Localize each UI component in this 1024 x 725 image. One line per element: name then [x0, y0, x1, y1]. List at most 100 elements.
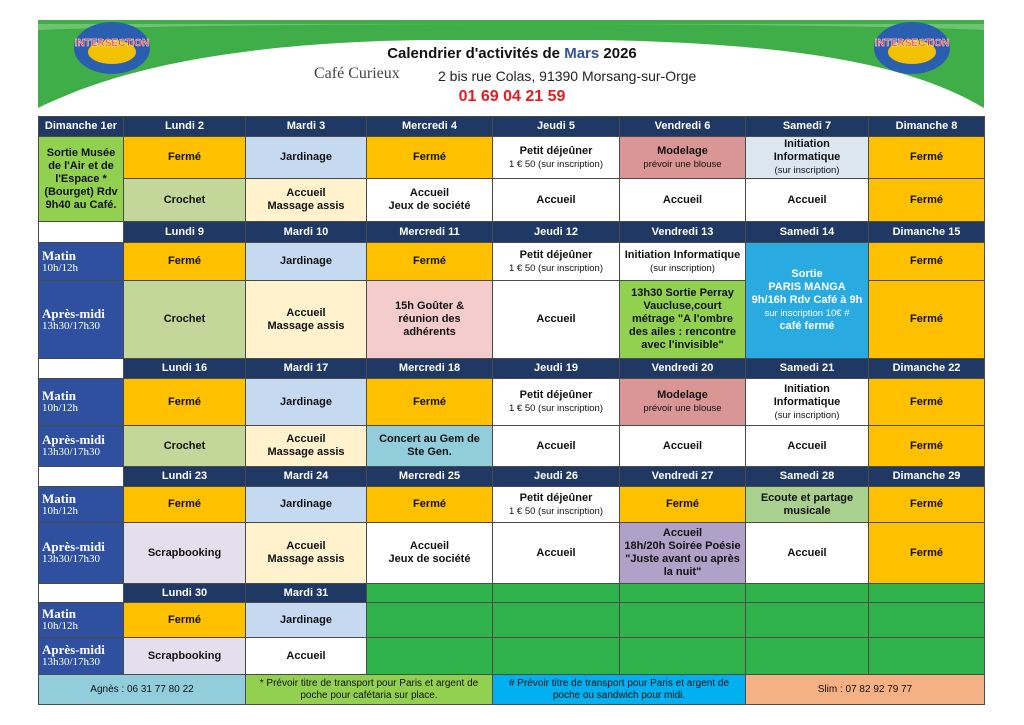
day-header: Mercredi 18	[366, 358, 493, 379]
slot-name: Matin	[42, 388, 76, 403]
phone: 01 69 04 21 59	[458, 88, 566, 105]
day-header: Samedi 7	[745, 116, 869, 137]
activity-cell: Accueil Massage assis	[245, 178, 367, 222]
activity-cell: 15h Goûter & réunion des adhérents	[366, 280, 493, 359]
activity-cell: Initiation Informatique (sur inscription)	[745, 378, 869, 426]
cell-line: (Bourget) Rdv 9h40 au Café.	[44, 185, 118, 211]
cell-line: 1 € 50 (sur inscription)	[509, 403, 603, 414]
cell-line: adhérents	[403, 326, 456, 338]
day-label: Lundi 16	[161, 362, 208, 374]
day-label: Jeudi 12	[533, 225, 579, 238]
activity-cell: Initiation Informatique (sur inscription)	[619, 242, 746, 281]
activity-cell: Fermé	[123, 242, 246, 281]
empty-cell	[868, 583, 985, 603]
day-label: Vendredi 13	[651, 225, 714, 238]
day-label: Mardi 3	[286, 120, 326, 132]
activity-cell: Jardinage	[245, 136, 367, 179]
cell-line: Accueil	[536, 439, 576, 452]
venue: Café Curieux	[314, 65, 400, 82]
activity-cell: Accueil	[745, 425, 869, 467]
cell-line: Massage assis	[267, 200, 345, 212]
day-header: Lundi 16	[123, 358, 246, 379]
slot-label: Matin 10h/12h	[38, 602, 124, 638]
activity-cell: Accueil	[492, 522, 620, 584]
footer-text: * Prévoir titre de transport pour Paris …	[259, 677, 479, 701]
cell-line: Initiation Informatique	[624, 248, 741, 261]
day-label: Dimanche 8	[895, 120, 958, 132]
activity-cell: Petit déjeûner 1 € 50 (sur inscription)	[492, 136, 620, 179]
activity-cell: Initiation Informatique (sur inscription)	[745, 136, 869, 179]
cell-line: Initiation	[784, 382, 830, 395]
day-label: Samedi 7	[782, 120, 832, 132]
cell-line: Crochet	[163, 193, 206, 206]
cell-line: Accueil	[536, 313, 576, 325]
slot-label: Après-midi 13h30/17h30	[38, 280, 124, 359]
activity-cell: Fermé	[868, 522, 985, 584]
slot-label: Matin 10h/12h	[38, 486, 124, 523]
activity-cell: Accueil 18h/20h Soirée Poésie "Juste avant…	[619, 522, 746, 584]
day-header: Lundi 9	[123, 221, 246, 243]
cell-line: Jardinage	[280, 395, 332, 408]
cell-line: réunion des	[398, 313, 461, 325]
slot-hours: 13h30/17h30	[42, 319, 101, 332]
day-header: Vendredi 20	[619, 358, 746, 379]
activity-cell: Jardinage	[245, 486, 367, 523]
cell-line: Accueil	[286, 306, 326, 319]
cell-line: PARIS MANGA	[768, 281, 846, 293]
cell-line: Accueil	[286, 649, 326, 662]
cell-line: Fermé	[412, 255, 447, 267]
day-header: Dimanche 15	[868, 221, 985, 243]
cell-line: (sur inscription)	[774, 165, 840, 176]
activity-cell: Fermé	[868, 280, 985, 359]
day-header: Lundi 23	[123, 466, 246, 487]
activity-cell: Accueil Massage assis	[245, 280, 367, 359]
cell-line: Accueil	[286, 433, 326, 445]
cell-line: Accueil	[409, 187, 450, 199]
cell-line: Accueil	[662, 193, 703, 206]
day-label: Dimanche 29	[892, 470, 961, 482]
cell-line: Fermé	[412, 498, 447, 510]
title: Calendrier d'activités de Mars 2026	[0, 45, 1024, 62]
day-label: Mercredi 18	[398, 362, 461, 374]
slot-label: Après-midi 13h30/17h30	[38, 425, 124, 467]
activity-cell: Accueil	[492, 280, 620, 359]
cell-line: métrage "A l'ombre	[632, 313, 733, 325]
cell-line: 15h Goûter &	[394, 300, 465, 312]
empty-cell	[745, 602, 869, 638]
day-header: Mardi 3	[245, 116, 367, 137]
activity-cell: Accueil Massage assis	[245, 425, 367, 467]
activity-cell: Sortie PARIS MANGA 9h/16h Rdv Café à 9h sur…	[745, 242, 869, 359]
day-label: Lundi 9	[164, 225, 205, 238]
activity-cell: Fermé	[123, 602, 246, 638]
blank-cell	[38, 221, 124, 243]
slot-name: Après-midi	[42, 539, 105, 554]
empty-cell	[492, 602, 620, 638]
cell-line: Fermé	[909, 193, 944, 206]
activity-cell: Fermé	[868, 486, 985, 523]
slot-name: Après-midi	[42, 432, 105, 447]
cell-line: 1 € 50 (sur inscription)	[509, 262, 603, 274]
footer-note: Agnès : 06 31 77 80 22	[38, 674, 246, 705]
logo-left: INTERSECTION	[74, 22, 150, 74]
cell-line: Massage assis	[267, 446, 345, 458]
day-label: Mardi 31	[283, 586, 329, 599]
cell-line: Informatique	[773, 151, 841, 163]
empty-cell	[745, 583, 869, 603]
cell-line: Fermé	[167, 498, 202, 510]
day-header: Samedi 21	[745, 358, 869, 379]
slot-name: Matin	[42, 247, 76, 263]
title-year: 2026	[603, 45, 637, 62]
activity-cell: Fermé	[123, 378, 246, 426]
cell-line: Modelage	[657, 389, 708, 401]
cell-line: 18h/20h Soirée Poésie	[624, 540, 741, 552]
activity-cell: Accueil	[245, 637, 367, 675]
cell-line: Jardinage	[280, 613, 332, 626]
empty-cell	[619, 583, 746, 603]
slot-hours: 13h30/17h30	[42, 553, 101, 565]
cell-line: sur inscription 10€ #	[764, 308, 850, 319]
cell-line: Petit déjeûner	[519, 144, 593, 157]
cell-line: la nuit"	[663, 566, 702, 578]
day-header: Mardi 31	[245, 583, 367, 603]
activity-cell: Modelage prévoir une blouse	[619, 378, 746, 426]
activity-cell: Petit déjeûner 1 € 50 (sur inscription)	[492, 242, 620, 281]
